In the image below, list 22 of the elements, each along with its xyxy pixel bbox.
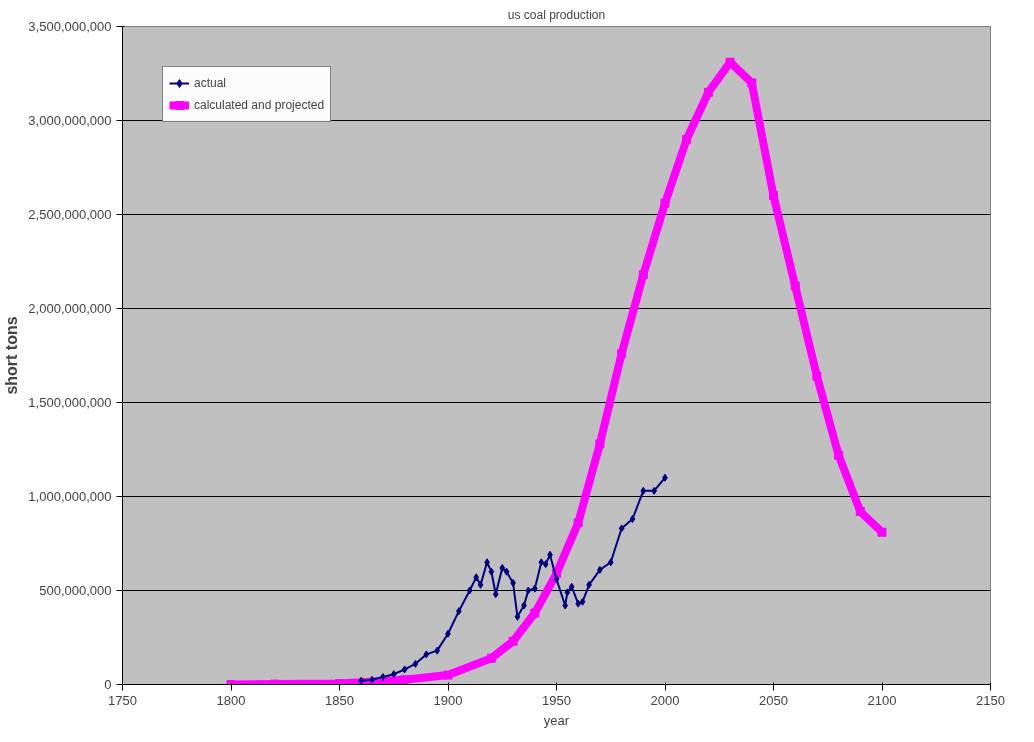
x-axis-title: year xyxy=(543,712,570,728)
x-tick-label: 2050 xyxy=(759,692,788,708)
y-tick-label: 2,000,000,000 xyxy=(28,301,112,316)
y-tick-label: 2,500,000,000 xyxy=(28,207,112,222)
x-tick-label: 2000 xyxy=(650,692,680,708)
x-tick-label: 1950 xyxy=(542,692,571,708)
y-tick-label: 3,500,000,000 xyxy=(28,19,112,34)
legend-label: calculated and projected xyxy=(194,98,325,112)
y-tick-label: 0 xyxy=(104,677,112,692)
y-tick-label: 1,500,000,000 xyxy=(28,395,112,410)
y-tick-label: 3,000,000,000 xyxy=(28,113,112,128)
x-tick-label: 1800 xyxy=(216,692,246,708)
legend-label: actual xyxy=(194,76,227,90)
x-tick-label: 1750 xyxy=(108,692,137,708)
y-axis-title: short tons xyxy=(3,316,21,395)
x-tick-label: 2150 xyxy=(976,692,1005,708)
x-tick-label: 1900 xyxy=(433,692,463,708)
y-tick-label: 500,000,000 xyxy=(39,583,112,598)
x-tick-label: 1850 xyxy=(325,692,354,708)
x-tick-label: 2100 xyxy=(867,692,897,708)
y-tick-label: 1,000,000,000 xyxy=(28,489,112,504)
chart-title: us coal production xyxy=(507,7,606,22)
